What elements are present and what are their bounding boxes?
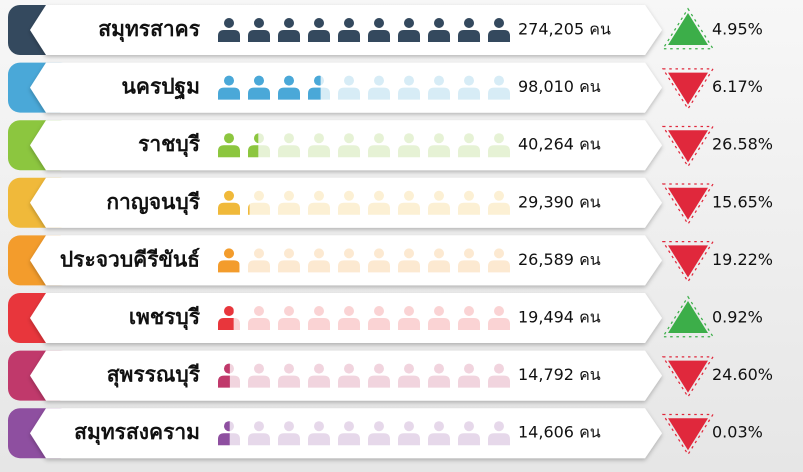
province-name: ประจวบคีรีขันธ์ (60, 247, 200, 271)
province-name: นครปฐม (122, 75, 200, 101)
population-label: 98,010 คน (518, 77, 601, 96)
province-name: ราชบุรี (138, 132, 201, 158)
row: นครปฐม 98,010 คน 6.17% (8, 63, 763, 113)
population-label: 29,390 คน (518, 192, 601, 211)
population-label: 14,606 คน (518, 423, 601, 442)
population-label: 14,792 คน (518, 365, 601, 384)
province-name: เพชรบุรี (129, 305, 201, 331)
change-label: 4.95% (712, 20, 763, 39)
row: สมุทรสงคราม 14,606 คน 0.03% (8, 408, 763, 458)
row: เพชรบุรี 19,494 คน 0.92% (8, 293, 763, 343)
province-name: สมุทรสงคราม (74, 420, 200, 446)
population-label: 40,264 คน (518, 135, 601, 154)
change-label: 0.92% (712, 308, 763, 327)
province-name: กาญจนบุรี (106, 190, 200, 216)
province-name: สมุทรสาคร (98, 17, 200, 43)
change-label: 6.17% (712, 77, 763, 96)
change-label: 15.65% (712, 192, 773, 211)
infographic: สมุทรสาคร 274,205 คน 4.95% นครปฐม 98,010 คน 6… (0, 0, 803, 472)
row: สมุทรสาคร 274,205 คน 4.95% (8, 5, 763, 55)
population-label: 26,589 คน (518, 250, 601, 269)
change-label: 0.03% (712, 423, 763, 442)
change-label: 19.22% (712, 250, 773, 269)
population-label: 274,205 คน (518, 20, 611, 39)
province-name: สุพรรณบุรี (107, 363, 201, 389)
change-label: 24.60% (712, 365, 773, 384)
change-label: 26.58% (712, 135, 773, 154)
population-label: 19,494 คน (518, 308, 601, 327)
